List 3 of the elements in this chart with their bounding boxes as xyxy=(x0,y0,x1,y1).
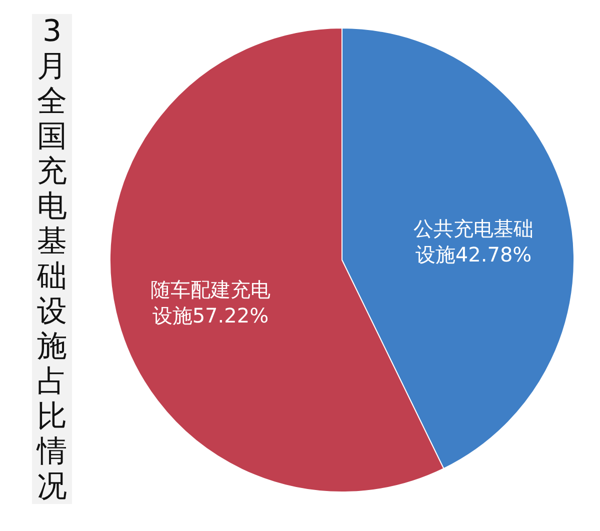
chart-title: 3月全国充电基础设施占比情况 xyxy=(37,14,67,504)
slice-label: 公共充电基础设施42.78% xyxy=(414,216,534,267)
slice-label: 随车配建充电设施57.22% xyxy=(150,277,270,328)
